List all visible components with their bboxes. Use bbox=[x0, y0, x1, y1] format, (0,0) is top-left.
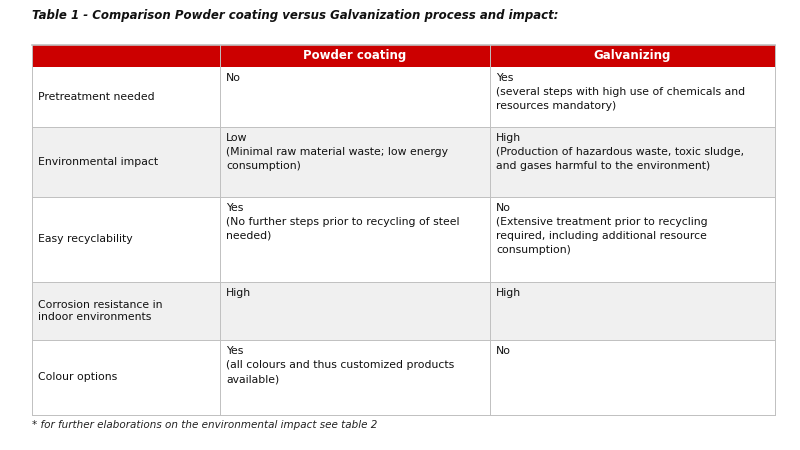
Text: High: High bbox=[226, 288, 251, 298]
Bar bbox=[32, 340, 775, 415]
Text: High: High bbox=[496, 288, 521, 298]
Text: High
(Production of hazardous waste, toxic sludge,
and gases harmful to the envi: High (Production of hazardous waste, tox… bbox=[496, 133, 744, 171]
Text: Environmental impact: Environmental impact bbox=[38, 157, 158, 167]
Text: Low
(Minimal raw material waste; low energy
consumption): Low (Minimal raw material waste; low ene… bbox=[226, 133, 448, 171]
Text: Colour options: Colour options bbox=[38, 373, 118, 382]
Bar bbox=[32, 282, 775, 340]
Text: Table 1 - Comparison Powder coating versus Galvanization process and impact:: Table 1 - Comparison Powder coating vers… bbox=[32, 9, 558, 22]
Text: Easy recyclability: Easy recyclability bbox=[38, 234, 133, 244]
Bar bbox=[32, 45, 775, 67]
Bar bbox=[32, 67, 775, 127]
Text: Yes
(No further steps prior to recycling of steel
needed): Yes (No further steps prior to recycling… bbox=[226, 203, 459, 241]
Text: Yes
(all colours and thus customized products
available): Yes (all colours and thus customized pro… bbox=[226, 346, 454, 384]
Text: Galvanizing: Galvanizing bbox=[594, 50, 671, 63]
Text: Corrosion resistance in
indoor environments: Corrosion resistance in indoor environme… bbox=[38, 300, 162, 322]
Text: Yes
(several steps with high use of chemicals and
resources mandatory): Yes (several steps with high use of chem… bbox=[496, 73, 745, 111]
Text: No
(Extensive treatment prior to recycling
required, including additional resour: No (Extensive treatment prior to recycli… bbox=[496, 203, 708, 255]
Text: No: No bbox=[496, 346, 511, 356]
Bar bbox=[32, 127, 775, 197]
Text: * for further elaborations on the environmental impact see table 2: * for further elaborations on the enviro… bbox=[32, 420, 378, 430]
Text: Pretreatment needed: Pretreatment needed bbox=[38, 92, 154, 102]
Text: No: No bbox=[226, 73, 241, 83]
Bar bbox=[32, 197, 775, 282]
Text: Powder coating: Powder coating bbox=[303, 50, 406, 63]
